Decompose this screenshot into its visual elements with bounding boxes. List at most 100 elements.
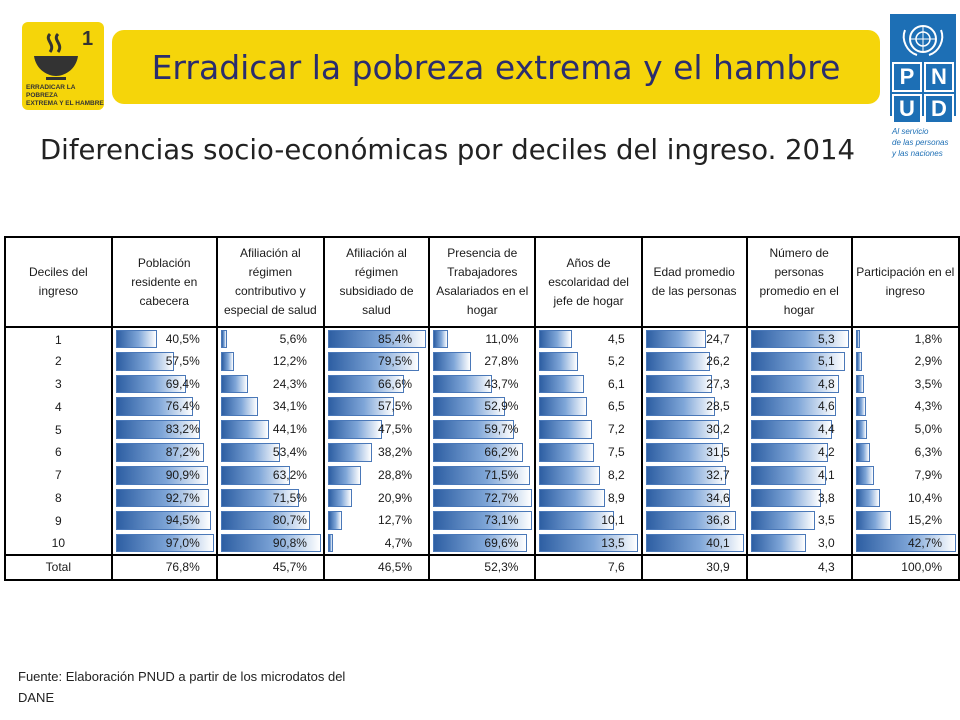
cell-value: 66,6%	[378, 376, 413, 391]
data-bar	[855, 488, 880, 508]
metric-cell: 5,1	[746, 349, 853, 373]
data-bar	[855, 511, 892, 531]
metric-cell: 57,5%	[323, 395, 431, 419]
cell-value: 28,5	[706, 399, 730, 414]
cell-value: 57,5%	[165, 353, 200, 368]
cell-value: 7,2	[607, 422, 625, 437]
cell-value: 12,2%	[272, 353, 307, 368]
metric-cell: 90,8%	[216, 532, 325, 555]
header-cell: Años de escolaridad del jefe de hogar	[534, 236, 643, 328]
metric-cell: 66,2%	[429, 440, 537, 464]
pnud-letter: D	[924, 94, 954, 124]
cell-value: 27,8%	[484, 353, 519, 368]
cell-value: 3,5%	[914, 376, 942, 391]
metric-cell: 42,7%	[851, 532, 960, 555]
data-bar	[855, 351, 863, 371]
cell-value: 4,2	[817, 444, 835, 459]
data-bar	[645, 397, 716, 417]
metric-cell: 3,8	[746, 486, 853, 510]
metric-cell: 1,8%	[851, 327, 960, 350]
data-bar	[327, 420, 383, 439]
cell-value: 4,4	[817, 422, 835, 437]
data-bar	[115, 465, 208, 485]
header-cell: Número de personas promedio en el hogar	[745, 236, 853, 328]
cell-value: 27,3	[706, 376, 730, 391]
cell-value: 76,4%	[165, 399, 200, 414]
cell-value: 42,7%	[907, 536, 942, 551]
data-bar	[327, 351, 420, 371]
cell-value: 63,2%	[272, 467, 307, 482]
cell-value: 43,7%	[484, 376, 519, 391]
pnud-logo: P N U D Al servicio de las personas y la…	[886, 14, 960, 204]
data-bar	[645, 442, 723, 462]
table-row: 8 92,7% 71,5% 20,9% 72,7% 8,9 34,6 3,8 10,4%	[4, 486, 960, 510]
data-bar	[855, 534, 956, 552]
cell-value: 52,9%	[484, 399, 519, 414]
cell-value: 31,5	[706, 444, 730, 459]
cell-value: 90,9%	[165, 467, 200, 482]
metric-cell: 5,2	[535, 349, 643, 373]
metric-cell: 34,6	[641, 486, 748, 510]
decile-cell: 3	[4, 372, 113, 396]
metric-cell: 3,5	[746, 509, 853, 533]
data-bar	[220, 374, 248, 394]
metric-cell: 31,5	[641, 440, 748, 464]
header-cell: Afiliación al régimen contributivo y esp…	[215, 236, 325, 328]
metric-cell: 80,7%	[216, 509, 325, 533]
decile-cell: 9	[4, 509, 113, 533]
title-banner: Erradicar la pobreza extrema y el hambre	[112, 30, 880, 104]
table-row: 4 76,4% 34,1% 57,5% 52,9% 6,5 28,5 4,6 4,3%	[4, 395, 960, 419]
metric-cell: 4,1	[746, 463, 853, 487]
data-bar	[327, 465, 361, 485]
total-value: 46,5%	[323, 553, 431, 581]
cell-value: 11,0%	[485, 332, 519, 346]
cell-value: 71,5%	[272, 490, 307, 505]
cell-value: 92,7%	[165, 490, 200, 505]
cell-value: 36,8	[706, 513, 730, 528]
metric-cell: 26,2	[641, 349, 748, 373]
data-bar	[539, 442, 595, 462]
data-bar	[433, 488, 532, 508]
data-bar	[750, 420, 832, 439]
data-bar	[220, 330, 227, 348]
data-bar	[115, 534, 214, 552]
mdg-goal-1-logo: 1 ERRADICAR LA POBREZA EXTREMA Y EL HAMB…	[22, 22, 104, 110]
cell-value: 53,4%	[272, 444, 307, 459]
metric-cell: 10,4%	[851, 486, 960, 510]
data-bar	[539, 511, 614, 531]
metric-cell: 4,7%	[323, 532, 431, 555]
cell-value: 12,7%	[378, 513, 413, 528]
metric-cell: 13,5	[535, 532, 643, 555]
data-bar	[115, 330, 157, 348]
data-bar	[645, 534, 744, 552]
total-row: Total 76,8% 45,7% 46,5% 52,3% 7,6 30,9 4,3 100,0…	[4, 553, 960, 581]
metric-cell: 83,2%	[111, 418, 218, 441]
slide-subtitle: Diferencias socio-económicas por deciles…	[40, 134, 856, 166]
total-value: 45,7%	[216, 553, 325, 581]
cell-value: 8,9	[607, 490, 625, 505]
data-bar	[750, 374, 840, 394]
decile-cell: 8	[4, 486, 113, 510]
metric-cell: 44,1%	[216, 418, 325, 441]
data-bar	[539, 488, 605, 508]
metric-cell: 15,2%	[851, 509, 960, 533]
metric-cell: 6,1	[535, 372, 643, 396]
table-row: 3 69,4% 24,3% 66,6% 43,7% 6,1 27,3 4,8 3,5%	[4, 372, 960, 396]
metric-cell: 97,0%	[111, 532, 218, 555]
header-cell: Presencia de Trabajadores Asalariados en…	[428, 236, 537, 328]
cell-value: 34,6	[706, 490, 730, 505]
metric-cell: 47,5%	[323, 418, 431, 441]
cell-value: 5,2	[607, 353, 625, 368]
cell-value: 7,5	[607, 444, 625, 459]
metric-cell: 71,5%	[429, 463, 537, 487]
metric-cell: 7,9%	[851, 463, 960, 487]
data-bar	[855, 330, 860, 348]
data-bar	[115, 374, 186, 394]
cell-value: 69,6%	[484, 536, 519, 551]
metric-cell: 8,9	[535, 486, 643, 510]
data-bar	[750, 397, 836, 417]
cell-value: 59,7%	[484, 422, 519, 437]
cell-value: 26,2	[706, 353, 730, 368]
cell-value: 13,5	[601, 536, 625, 551]
pnud-letter: U	[892, 94, 922, 124]
